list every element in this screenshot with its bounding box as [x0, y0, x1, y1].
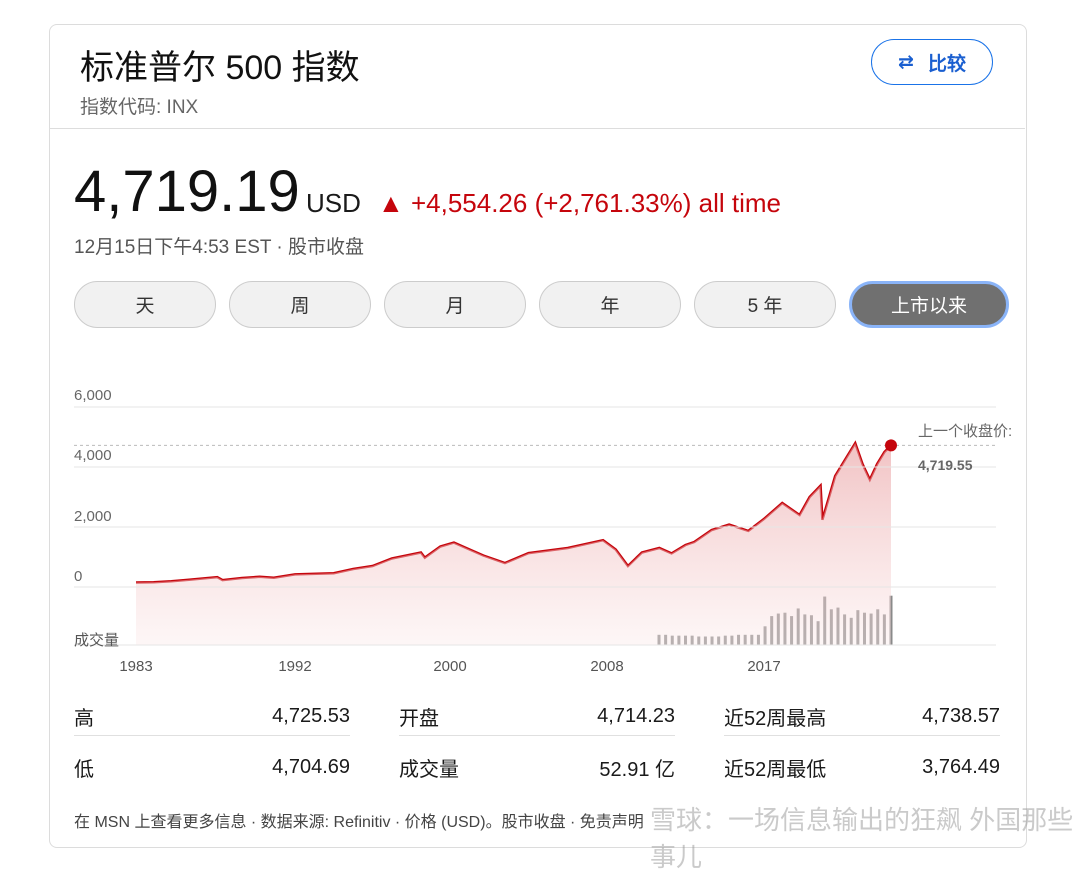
last-close-value: 4,719.55 — [918, 457, 973, 473]
stat-52w-high: 近52周最高 4,738.57 — [724, 690, 1000, 742]
stat-label: 近52周最低 — [724, 758, 827, 781]
tab-all-time[interactable]: 上市以来 — [849, 281, 1009, 328]
swap-arrows-icon: ⇄ — [898, 51, 914, 73]
volume-label: 成交量 — [74, 631, 119, 649]
current-price: 4,719.19 — [74, 159, 300, 224]
x-tick: 2008 — [590, 658, 623, 675]
stat-value: 4,725.53 — [272, 704, 350, 727]
tab-month[interactable]: 月 — [384, 281, 526, 328]
stat-label: 高 — [74, 707, 94, 730]
price-chart[interactable]: 6,000 4,000 2,000 0 成交量 1983 1992 2000 2… — [0, 0, 1080, 700]
stock-card — [49, 24, 1027, 848]
range-tabs: 天 周 月 年 5 年 上市以来 — [74, 281, 1009, 328]
price-change: ▲ +4,554.26 (+2,761.33%) all time — [378, 188, 781, 218]
y-tick: 4,000 — [74, 447, 112, 464]
divider — [49, 128, 1025, 129]
tab-week[interactable]: 周 — [229, 281, 371, 328]
stat-label: 低 — [74, 758, 94, 781]
stat-52w-low: 近52周最低 3,764.49 — [724, 741, 1000, 793]
x-tick: 2000 — [433, 658, 466, 675]
stat-value: 4,714.23 — [597, 704, 675, 727]
stat-value: 4,704.69 — [272, 755, 350, 778]
y-tick: 0 — [74, 568, 82, 585]
y-tick: 6,000 — [74, 387, 112, 404]
stat-value: 4,738.57 — [922, 704, 1000, 727]
footer-source[interactable]: 在 MSN 上查看更多信息 · 数据来源: Refinitiv · 价格 (US… — [74, 814, 644, 831]
x-tick: 2017 — [747, 658, 780, 675]
last-close-dot — [885, 439, 897, 452]
x-tick: 1983 — [119, 658, 152, 675]
x-tick: 1992 — [278, 658, 311, 675]
stat-value: 52.91 亿 — [599, 758, 675, 781]
timestamp: 12月15日下午4:53 EST · 股市收盘 — [74, 237, 365, 258]
y-tick: 2,000 — [74, 508, 112, 525]
compare-button[interactable]: ⇄ 比较 — [871, 39, 993, 85]
tab-day[interactable]: 天 — [74, 281, 216, 328]
page-title: 标准普尔 500 指数 — [80, 49, 360, 87]
tab-year[interactable]: 年 — [539, 281, 681, 328]
watermark: 雪球：一场信息输出的狂飙 外国那些事儿 — [650, 805, 1074, 872]
stat-value: 3,764.49 — [922, 755, 1000, 778]
stat-label: 开盘 — [399, 707, 439, 730]
price-area — [136, 443, 891, 645]
stat-low: 低 4,704.69 — [74, 741, 350, 793]
stat-label: 成交量 — [399, 758, 459, 781]
tab-5-year[interactable]: 5 年 — [694, 281, 836, 328]
last-close-label: 上一个收盘价: — [918, 422, 1012, 440]
stat-open: 开盘 4,714.23 — [399, 690, 675, 742]
ticker-code: 指数代码: INX — [80, 97, 199, 118]
stat-label: 近52周最高 — [724, 707, 827, 730]
compare-label: 比较 — [927, 53, 966, 75]
stat-volume: 成交量 52.91 亿 — [399, 741, 675, 793]
stat-high: 高 4,725.53 — [74, 690, 350, 742]
currency: USD — [306, 188, 361, 218]
